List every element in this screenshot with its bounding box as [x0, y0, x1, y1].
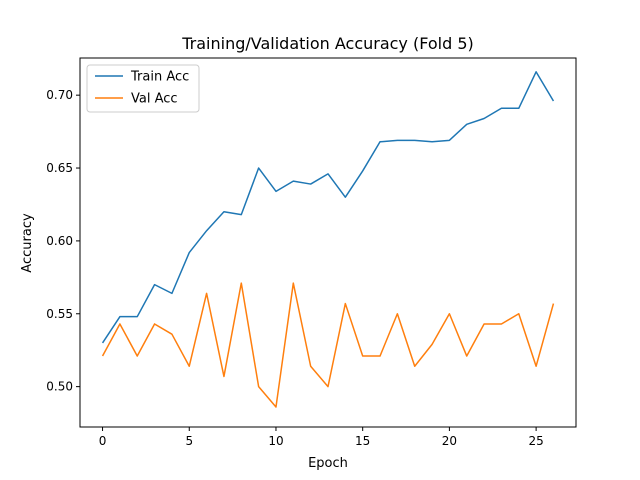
- chart-title: Training/Validation Accuracy (Fold 5): [181, 34, 474, 53]
- x-tick-label: 25: [528, 434, 543, 448]
- axis-ticks: 0 5 10 15 20 25 0.50 0.55 0.60 0.65 0.70: [46, 88, 543, 448]
- y-tick-label: 0.50: [46, 380, 73, 394]
- x-tick-label: 0: [99, 434, 107, 448]
- x-tick-label: 20: [442, 434, 457, 448]
- x-axis-label: Epoch: [308, 456, 348, 471]
- legend: Train Acc Val Acc: [86, 64, 200, 113]
- y-tick-label: 0.65: [46, 161, 73, 175]
- plot-area: [101, 71, 555, 408]
- y-tick-label: 0.60: [46, 234, 73, 248]
- legend-label: Train Acc: [130, 70, 189, 85]
- x-tick-label: 15: [355, 434, 370, 448]
- x-tick-label: 5: [185, 434, 193, 448]
- y-tick-label: 0.55: [46, 307, 73, 321]
- x-tick-label: 10: [268, 434, 283, 448]
- legend-label: Val Acc: [131, 92, 178, 107]
- y-tick-label: 0.70: [46, 88, 73, 102]
- y-axis-label: Accuracy: [20, 213, 35, 273]
- plot-frame: [79, 57, 577, 428]
